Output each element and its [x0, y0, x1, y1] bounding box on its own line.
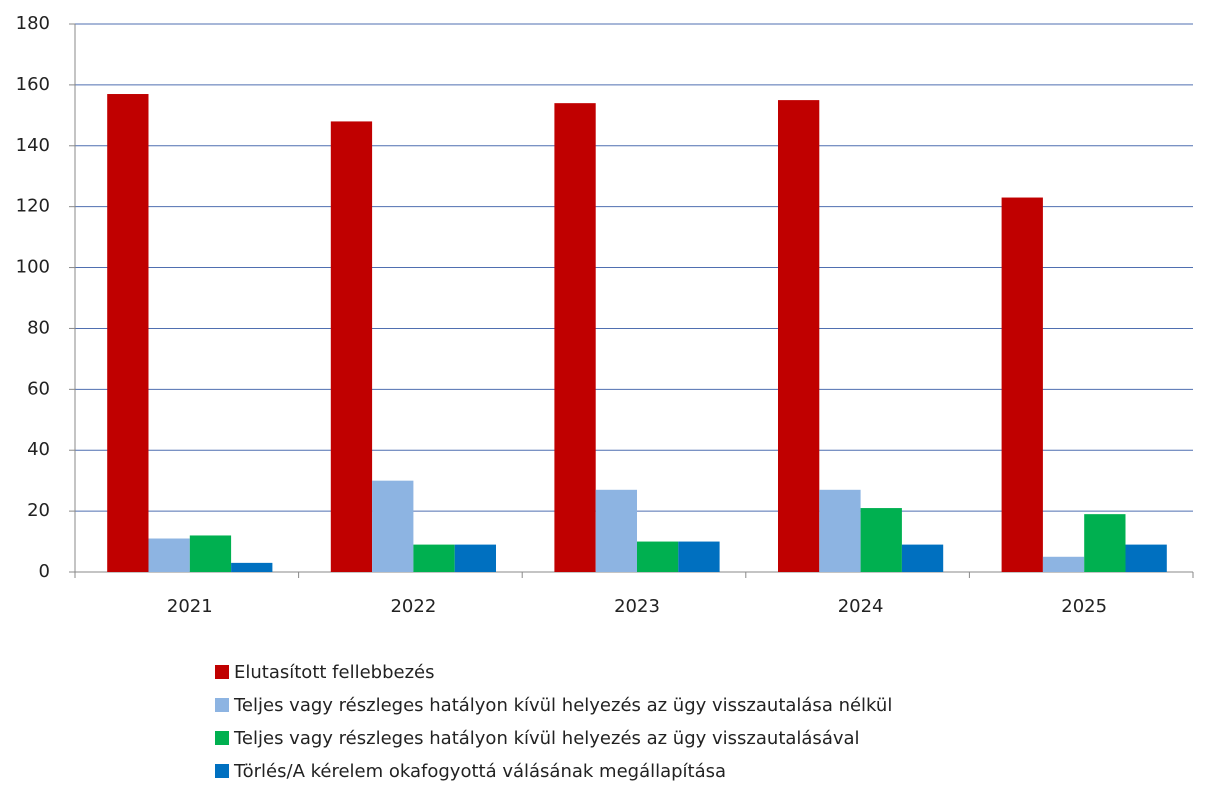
- y-tick-label: 160: [16, 74, 50, 95]
- bar: [819, 489, 861, 572]
- bar: [678, 541, 720, 572]
- legend-label: Teljes vagy részleges hatályon kívül hel…: [233, 728, 860, 749]
- x-tick-label: 2023: [614, 596, 660, 617]
- y-tick-label: 40: [27, 439, 50, 460]
- bar: [1042, 556, 1085, 572]
- bar: [1125, 544, 1167, 572]
- bar: [454, 544, 496, 572]
- y-tick-label: 100: [16, 257, 50, 278]
- y-tick-label: 0: [39, 561, 50, 582]
- y-tick-label: 80: [27, 317, 50, 338]
- bar: [554, 103, 596, 573]
- bar: [189, 535, 232, 572]
- bar: [148, 538, 190, 572]
- bar: [330, 121, 373, 572]
- legend-label: Elutasított fellebbezés: [234, 662, 434, 683]
- y-tick-label: 180: [16, 13, 50, 34]
- y-tick-label: 60: [27, 378, 50, 399]
- bar: [231, 562, 273, 572]
- y-tick-label: 20: [27, 500, 50, 521]
- bar: [637, 541, 679, 572]
- x-tick-label: 2024: [838, 596, 884, 617]
- legend-swatch: [215, 764, 229, 778]
- x-tick-label: 2025: [1061, 596, 1107, 617]
- bar: [413, 544, 455, 572]
- x-tick-label: 2021: [167, 596, 213, 617]
- bar: [595, 489, 637, 572]
- y-tick-label: 140: [16, 135, 50, 156]
- x-tick-label: 2022: [390, 596, 436, 617]
- legend-label: Teljes vagy részleges hatályon kívül hel…: [233, 695, 892, 716]
- y-tick-label: 120: [16, 196, 50, 217]
- bar: [107, 94, 149, 573]
- legend-swatch: [215, 731, 229, 745]
- bar: [372, 480, 414, 572]
- legend-swatch: [215, 665, 229, 679]
- bar: [901, 544, 944, 572]
- bar: [1084, 514, 1126, 572]
- legend-label: Törlés/A kérelem okafogyottá válásának m…: [233, 761, 726, 781]
- legend-swatch: [215, 698, 229, 712]
- bar: [778, 100, 820, 572]
- bar: [860, 508, 902, 572]
- bar: [1001, 197, 1043, 573]
